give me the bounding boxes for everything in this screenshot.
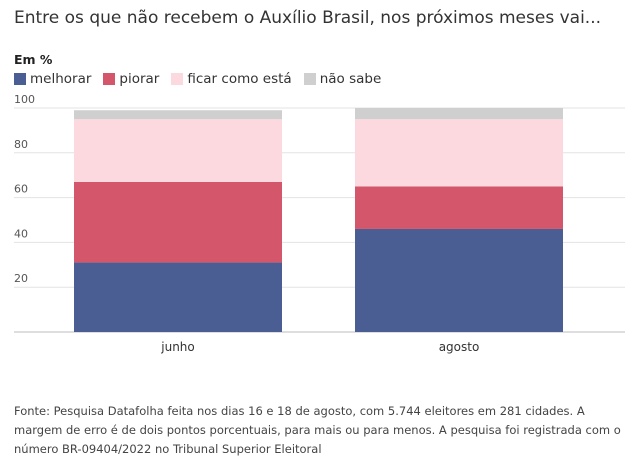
y-tick-label: 60 bbox=[14, 183, 28, 196]
legend-item-nao-sabe: não sabe bbox=[303, 71, 382, 87]
bar-segment-não-sabe bbox=[355, 108, 563, 120]
stacked-bar-chart: 20 40 60 80 100 junho agosto bbox=[14, 93, 625, 354]
bar-segment-ficar-como-está bbox=[74, 119, 282, 182]
legend-label: melhorar bbox=[30, 71, 92, 87]
legend-item-melhorar: melhorar bbox=[14, 71, 91, 87]
legend-swatch bbox=[103, 73, 116, 85]
x-tick-label: agosto bbox=[439, 340, 480, 354]
legend-label: ficar como está bbox=[187, 71, 292, 87]
bar-segment-melhorar bbox=[355, 228, 563, 332]
y-tick-label: 40 bbox=[14, 227, 28, 240]
legend-label: não sabe bbox=[319, 71, 382, 87]
bar-segment-ficar-como-está bbox=[355, 119, 563, 187]
legend-swatch bbox=[303, 73, 316, 85]
source-footnote: Fonte: Pesquisa Datafolha feita nos dias… bbox=[14, 404, 621, 456]
x-tick-label: junho bbox=[160, 340, 195, 354]
legend-item-piorar: piorar bbox=[103, 71, 159, 87]
y-tick-label: 80 bbox=[14, 138, 28, 151]
bar-segment-piorar bbox=[355, 186, 563, 229]
bar-segment-piorar bbox=[74, 181, 282, 263]
y-tick-label: 100 bbox=[14, 93, 35, 106]
legend-label: piorar bbox=[119, 71, 160, 87]
bar-segment-melhorar bbox=[74, 262, 282, 332]
legend-swatch bbox=[14, 73, 26, 85]
y-tick-label: 20 bbox=[14, 272, 28, 285]
legend-item-ficar-como-esta: ficar como está bbox=[171, 71, 292, 87]
bar-segment-não-sabe bbox=[74, 110, 282, 120]
legend-swatch bbox=[171, 73, 184, 85]
legend: melhorar piorar ficar como está não sabe bbox=[14, 71, 393, 87]
unit-label: Em % bbox=[14, 52, 53, 67]
chart-title: Entre os que não recebem o Auxílio Brasi… bbox=[14, 8, 601, 28]
